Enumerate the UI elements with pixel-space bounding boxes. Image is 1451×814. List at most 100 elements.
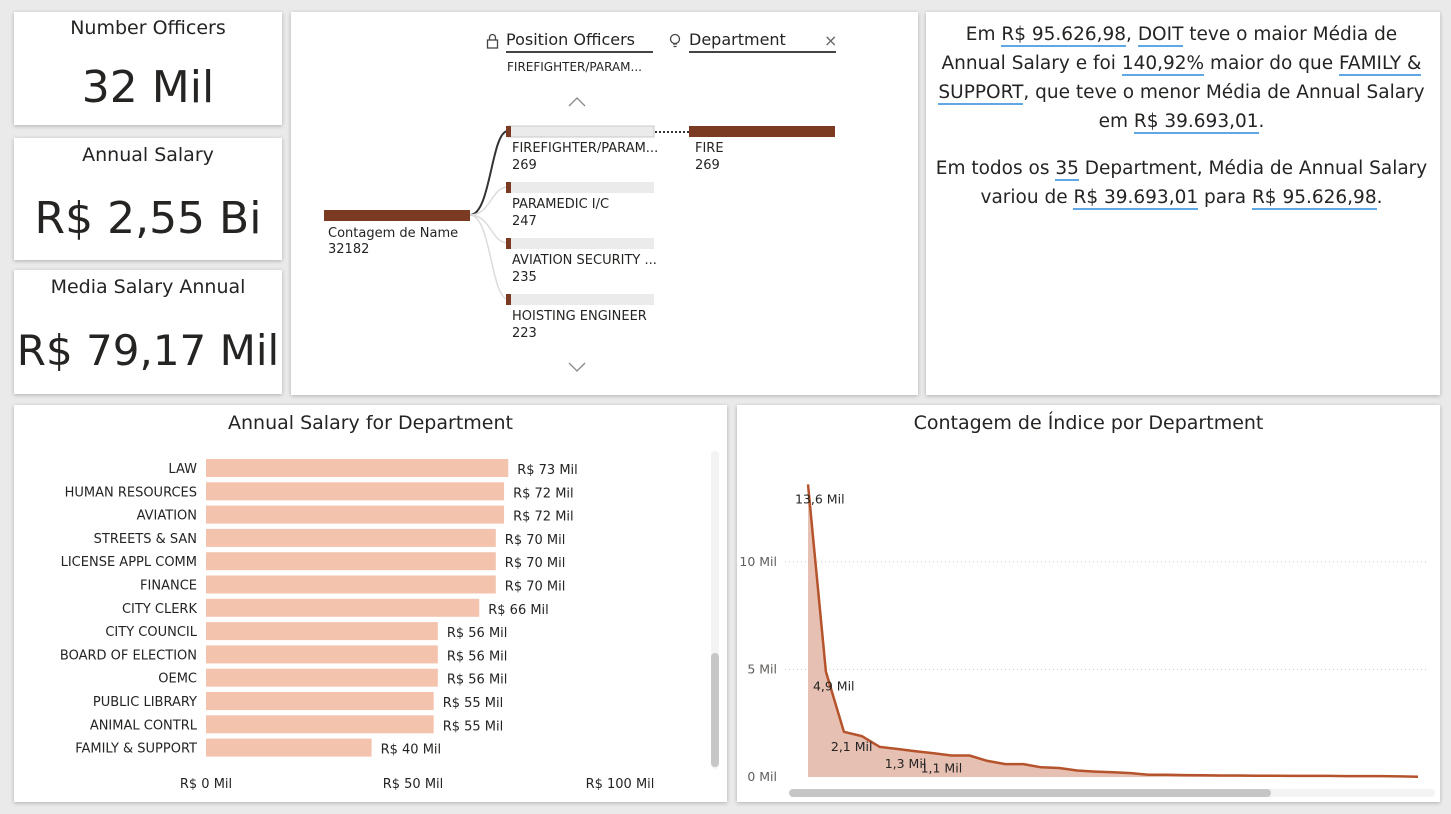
tree-leaf-bar — [689, 126, 835, 137]
data-label: 1,1 Mil — [921, 760, 963, 775]
chevron-down-icon[interactable] — [568, 362, 586, 372]
tree-root-value: 32182 — [328, 242, 370, 257]
tree-connector — [469, 186, 509, 216]
narrative-highlight: R$ 39.693,01 — [1073, 187, 1199, 210]
tree-node-value: 269 — [512, 158, 537, 173]
tree-node-track — [508, 294, 654, 305]
bar — [206, 645, 438, 664]
tree-node-marker — [506, 238, 511, 249]
bar-category-label: FINANCE — [140, 579, 197, 594]
decomposition-tree[interactable]: Position Officers FIREFIGHTER/PARAM... D… — [291, 12, 918, 395]
bar — [206, 459, 509, 477]
series-line — [806, 484, 1419, 779]
lock-icon — [486, 33, 499, 53]
area-chart-card[interactable]: Contagem de Índice por Department 0 Mil 5… — [737, 405, 1440, 802]
bar-category-label: LAW — [168, 462, 197, 477]
bar — [206, 552, 496, 571]
smart-narrative: Em R$ 95.626,98, DOIT teve o maior Média… — [934, 20, 1429, 230]
bar-value-label: R$ 70 Mil — [505, 533, 566, 548]
tree-leaf-value: 269 — [695, 158, 720, 173]
tree-node-track — [508, 238, 654, 249]
bar-value-label: R$ 40 Mil — [381, 743, 442, 758]
narrative-highlight: R$ 95.626,98 — [1251, 187, 1377, 210]
tree-node-label[interactable]: AVIATION SECURITY ... — [512, 253, 657, 268]
area-fill — [808, 484, 1418, 777]
bar-category-label: HUMAN RESOURCES — [65, 485, 197, 500]
narrative-paragraph-2: Em todos os 35 Department, Média de Annu… — [934, 154, 1429, 212]
bar-category-label: AVIATION — [137, 509, 197, 524]
bar-chart-scrollbar[interactable] — [711, 451, 719, 769]
narrative-text: , — [1126, 24, 1138, 45]
kpi-card-number-officers[interactable]: Number Officers 32 Mil — [14, 12, 282, 125]
chevron-up-icon[interactable] — [568, 97, 586, 107]
bar-value-label: R$ 72 Mil — [513, 486, 574, 501]
tree-node-marker — [506, 126, 511, 137]
kpi-card-media-salary[interactable]: Media Salary Annual R$ 79,17 Mil — [14, 270, 282, 394]
tree-root-label: Contagem de Name — [328, 226, 459, 241]
bar-value-label: R$ 55 Mil — [443, 719, 504, 734]
narrative-text: , que teve o menor Média de Annual Salar… — [1023, 82, 1425, 132]
kpi-value: R$ 2,55 Bi — [34, 193, 262, 244]
kpi-label: Number Officers — [70, 17, 226, 39]
bar-value-label: R$ 56 Mil — [447, 626, 508, 641]
bar-value-label: R$ 70 Mil — [505, 580, 566, 595]
tree-node-value: 223 — [512, 326, 537, 341]
narrative-text: Department, Média de Annual Salary vario… — [980, 158, 1428, 208]
bar — [206, 482, 505, 501]
bar-value-label: R$ 72 Mil — [513, 510, 574, 525]
tree-node-track — [508, 182, 654, 193]
tree-node-marker — [506, 182, 511, 193]
tree-header-department[interactable]: Department — [689, 30, 836, 53]
area-chart-scrollbar-thumb[interactable] — [789, 789, 1271, 797]
area-chart-scrollbar[interactable] — [789, 789, 1435, 797]
bar-value-label: R$ 66 Mil — [488, 603, 549, 618]
close-icon[interactable]: × — [824, 31, 838, 50]
bar-chart-card[interactable]: Annual Salary for Department LAW R$ 73 Mi… — [14, 405, 727, 802]
bar — [206, 692, 434, 710]
bar-category-label: ANIMAL CONTRL — [90, 718, 198, 733]
tree-root-bar — [324, 210, 470, 221]
tree-node-label[interactable]: PARAMEDIC I/C — [512, 197, 610, 212]
tree-node-label[interactable]: FIREFIGHTER/PARAM... — [512, 141, 659, 156]
kpi-label: Annual Salary — [82, 144, 214, 166]
bar-chart-scrollbar-thumb[interactable] — [711, 653, 719, 767]
area-chart: 0 Mil 5 Mil 10 Mil 13,6 Mil 4,9 Mil 2,1 Mil 1,… — [739, 484, 1429, 784]
bar-category-label: FAMILY & SUPPORT — [75, 742, 197, 757]
y-axis-tick-label: 10 Mil — [739, 554, 777, 569]
bar — [206, 598, 480, 617]
tree-node-marker — [506, 294, 511, 305]
bar — [206, 622, 438, 641]
narrative-highlight: 35 — [1055, 158, 1079, 181]
narrative-text: . — [1258, 111, 1265, 132]
tree-col1-sub: FIREFIGHTER/PARAM... — [507, 60, 642, 74]
tree-node-value: 247 — [512, 214, 537, 229]
bar-category-label: PUBLIC LIBRARY — [93, 695, 197, 710]
x-axis-tick-label: R$ 50 Mil — [383, 777, 444, 792]
tree-leaf-label[interactable]: FIRE — [695, 141, 724, 156]
narrative-text: para — [1198, 187, 1252, 208]
kpi-card-annual-salary[interactable]: Annual Salary R$ 2,55 Bi — [14, 138, 282, 260]
tree-node-track — [507, 125, 655, 138]
narrative-text: Em — [965, 24, 1002, 45]
bar-category-label: CITY COUNCIL — [105, 625, 197, 640]
bar — [206, 575, 496, 594]
bar-chart-title: Annual Salary for Department — [228, 412, 513, 434]
bar-value-label: R$ 55 Mil — [443, 696, 504, 711]
narrative-text: maior do que — [1204, 53, 1339, 74]
tree-node-value: 235 — [512, 270, 537, 285]
bar — [206, 528, 496, 547]
x-axis-tick-label: R$ 0 Mil — [180, 777, 232, 792]
narrative-text: Em todos os — [935, 158, 1056, 179]
x-axis-tick-label: R$ 100 Mil — [586, 777, 655, 792]
bar-value-label: R$ 70 Mil — [505, 556, 566, 571]
tree-node-label[interactable]: HOISTING ENGINEER — [512, 309, 647, 324]
narrative-highlight: 140,92% — [1121, 53, 1205, 76]
tree-header-position-officers[interactable]: Position Officers — [506, 30, 653, 53]
kpi-value: 32 Mil — [81, 62, 215, 113]
bar — [206, 715, 434, 734]
tree-connector — [469, 214, 509, 300]
bar-category-label: CITY CLERK — [122, 602, 197, 617]
data-label: 2,1 Mil — [831, 739, 873, 754]
bar-category-label: LICENSE APPL COMM — [61, 555, 197, 570]
narrative-text: teve o maior Média de Annual Salary e fo… — [941, 24, 1398, 74]
